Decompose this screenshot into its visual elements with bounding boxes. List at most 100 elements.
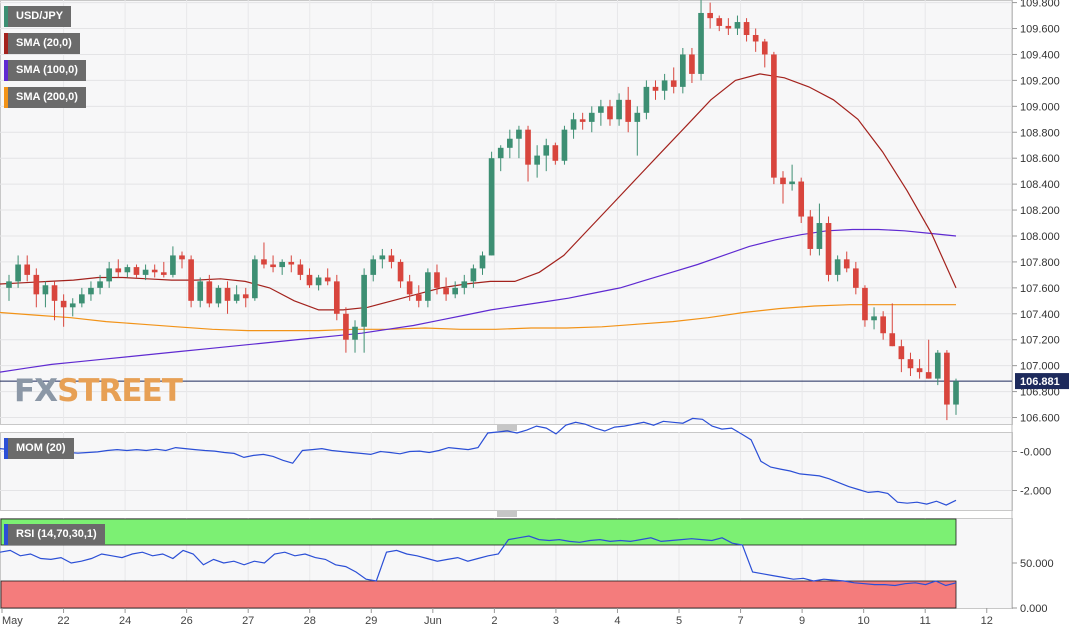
candle-body — [397, 261, 404, 282]
candle-body — [452, 287, 459, 295]
candle-body — [598, 106, 604, 113]
candle-body — [215, 287, 222, 304]
last-price-box — [1015, 373, 1069, 390]
candle-body — [853, 268, 859, 288]
candle-body — [42, 285, 49, 295]
candle-body — [315, 277, 322, 286]
candle-body — [288, 261, 295, 265]
candle-body — [142, 269, 149, 275]
price-tick-label: 107.600 — [1020, 283, 1060, 295]
candle-body — [862, 287, 868, 321]
candle-body — [607, 106, 613, 120]
time-tick-label: 7 — [738, 615, 744, 627]
legend-sma20[interactable]: SMA (20,0) — [4, 33, 80, 54]
candle-body — [534, 155, 540, 165]
candle-body — [670, 80, 677, 87]
candle-body — [60, 300, 67, 308]
candle-body — [79, 294, 85, 304]
time-tick-label: 28 — [304, 615, 316, 627]
candle-body — [33, 274, 40, 295]
momentum-line — [0, 417, 957, 506]
price-panel-frame — [0, 0, 1013, 425]
momentum-panel-frame — [0, 432, 1013, 511]
candle-body — [816, 223, 823, 249]
candle-body — [689, 54, 695, 74]
price-tick-label: 106.800 — [1020, 387, 1060, 399]
candle-body — [634, 112, 641, 122]
candle-body — [69, 303, 76, 308]
candle-body — [333, 281, 340, 314]
sma20-line — [0, 73, 957, 311]
price-tick-label: 107.800 — [1020, 257, 1060, 269]
candle-body — [206, 281, 213, 304]
candle-body — [470, 268, 477, 282]
symbol-color-marker — [4, 6, 8, 27]
moving-averages — [0, 73, 957, 373]
candle-body — [488, 158, 495, 256]
price-tick-label: 108.600 — [1020, 153, 1060, 165]
candle-body — [734, 22, 741, 29]
candle-body — [807, 216, 814, 249]
candle-body — [934, 352, 941, 379]
legend-sma100[interactable]: SMA (100,0) — [4, 60, 86, 81]
price-tick-label: 108.200 — [1020, 205, 1060, 217]
momentum-color-marker — [4, 438, 8, 459]
legend-sma200[interactable]: SMA (200,0) — [4, 87, 86, 108]
candle-body — [443, 287, 449, 295]
candle-body — [51, 285, 58, 301]
price-tick-label: 108.400 — [1020, 179, 1060, 191]
candle-body — [743, 22, 750, 36]
candle-body — [880, 316, 886, 334]
time-tick-label: 4 — [614, 615, 620, 627]
candle-body — [698, 12, 704, 74]
candle-body — [261, 259, 267, 265]
grid-lines — [0, 0, 1012, 608]
candle-body — [160, 272, 167, 275]
candle-body — [252, 259, 258, 299]
candle-body — [907, 359, 914, 369]
price-tick-label: 107.000 — [1020, 361, 1060, 373]
candle-body — [871, 316, 877, 321]
legend-momentum[interactable]: MOM (20) — [4, 438, 74, 459]
legend-symbol[interactable]: USD/JPY — [4, 6, 72, 27]
price-tick-label: 106.600 — [1020, 413, 1060, 425]
sma200-color-marker — [4, 87, 8, 108]
legend-rsi[interactable]: RSI (14,70,30,1) — [4, 524, 105, 545]
candle-body — [616, 99, 622, 120]
candle-body — [525, 129, 531, 165]
candle-body — [388, 255, 395, 262]
candle-body — [242, 294, 249, 299]
time-tick-label: 2 — [491, 615, 497, 627]
candle-body — [270, 264, 276, 268]
panel-resize-handles[interactable] — [497, 425, 517, 517]
candle-body — [170, 255, 176, 275]
candle-body — [579, 119, 586, 122]
time-tick-label: 24 — [119, 615, 131, 627]
candle-body — [916, 368, 923, 373]
candle-body — [516, 129, 522, 139]
candle-body — [843, 259, 850, 269]
momentum-tick-label: -0.000 — [1020, 447, 1051, 459]
candle-body — [789, 181, 795, 185]
time-tick-label: 22 — [57, 615, 69, 627]
candle-body — [925, 372, 932, 379]
candle-body — [643, 86, 650, 113]
time-tick-label: 3 — [553, 615, 559, 627]
candle-body — [771, 54, 777, 178]
time-tick-label: Jun — [424, 615, 442, 627]
candle-body — [88, 287, 94, 295]
candle-body — [725, 25, 732, 29]
candle-body — [370, 259, 377, 275]
candle-body — [761, 41, 768, 55]
candle-body — [425, 272, 431, 301]
candle-body — [898, 346, 905, 360]
indicator-lines — [0, 417, 957, 587]
candle-body — [352, 326, 358, 340]
candle-body — [133, 267, 140, 275]
candle-body — [324, 277, 331, 282]
candle-body — [434, 272, 440, 288]
price-tick-label: 108.800 — [1020, 127, 1060, 139]
candle-body — [625, 99, 632, 122]
price-tick-label: 109.400 — [1020, 49, 1060, 61]
candle-body — [406, 281, 413, 295]
